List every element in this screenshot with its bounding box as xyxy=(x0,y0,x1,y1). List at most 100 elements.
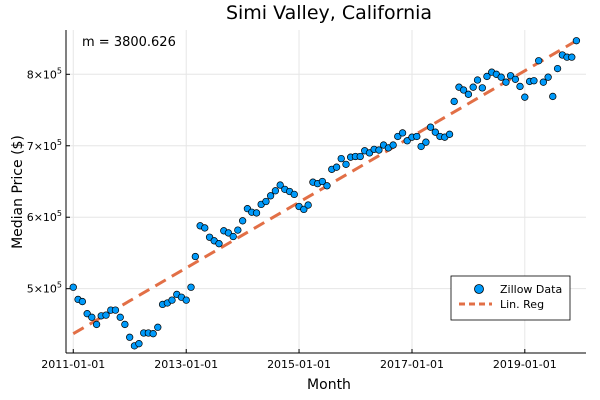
data-point xyxy=(332,163,341,171)
x-axis-label: Month xyxy=(307,377,351,393)
y-tick-times-ten: ×10 xyxy=(34,283,57,296)
y-tick-mantissa: 6 xyxy=(27,211,34,224)
data-point xyxy=(111,306,120,314)
y-tick-exponent: 5 xyxy=(57,281,62,290)
data-point xyxy=(502,78,510,86)
data-point xyxy=(403,137,411,145)
data-point xyxy=(121,320,129,329)
x-tick-label: 2011-01-01 xyxy=(41,358,105,371)
data-point xyxy=(568,53,576,61)
y-tick-exponent: 5 xyxy=(57,138,62,147)
data-point xyxy=(375,146,383,154)
data-point xyxy=(182,296,190,304)
data-point xyxy=(572,37,581,45)
data-point xyxy=(201,224,209,232)
data-point xyxy=(530,77,538,85)
legend-box xyxy=(450,275,571,321)
data-point xyxy=(535,57,543,65)
y-tick-times-ten: ×10 xyxy=(34,140,57,153)
data-point xyxy=(215,240,223,248)
data-point xyxy=(229,232,237,241)
data-point xyxy=(445,130,454,138)
y-axis-label: Median Price ($) xyxy=(10,135,26,249)
data-point xyxy=(426,123,435,131)
data-point xyxy=(413,132,421,141)
x-tick-label: 2019-01-01 xyxy=(493,358,557,371)
data-point xyxy=(549,92,557,101)
data-point xyxy=(154,323,162,331)
data-point xyxy=(187,283,195,291)
data-point xyxy=(389,141,397,149)
data-point xyxy=(398,129,407,137)
y-tick-label: 5×105 xyxy=(27,281,62,296)
legend-label-zillow-data: Zillow Data xyxy=(500,283,562,296)
data-point xyxy=(149,330,157,338)
data-point xyxy=(78,297,87,306)
data-point xyxy=(238,217,247,225)
data-point xyxy=(422,138,430,146)
y-tick-label: 6×105 xyxy=(27,209,62,224)
data-point xyxy=(300,205,308,214)
data-point xyxy=(356,152,364,161)
data-point xyxy=(544,73,552,81)
data-point xyxy=(459,86,468,94)
y-tick-mantissa: 8 xyxy=(27,68,34,81)
data-point xyxy=(431,128,439,136)
data-point xyxy=(483,72,491,81)
data-point xyxy=(234,226,242,234)
axes xyxy=(65,30,586,354)
y-tick-label: 7×105 xyxy=(27,138,62,153)
data-point xyxy=(539,78,547,86)
data-point xyxy=(516,82,524,91)
data-point xyxy=(506,72,515,80)
y-tick-label: 8×105 xyxy=(27,66,62,81)
data-point xyxy=(464,90,473,98)
data-point xyxy=(394,132,402,141)
data-point xyxy=(290,190,298,199)
data-point xyxy=(469,83,477,91)
data-point xyxy=(511,75,520,83)
x-tick-label: 2013-01-01 xyxy=(154,358,218,371)
slope-annotation: m = 3800.626 xyxy=(82,35,176,50)
data-point xyxy=(342,160,350,168)
data-point xyxy=(88,313,96,321)
x-tick-label: 2017-01-01 xyxy=(380,358,444,371)
data-point xyxy=(497,73,505,81)
y-tick-times-ten: ×10 xyxy=(34,68,57,81)
data-point xyxy=(521,93,529,101)
y-tick-exponent: 5 xyxy=(57,66,62,75)
y-tick-exponent: 5 xyxy=(57,209,62,218)
data-point xyxy=(224,229,233,237)
chart-title: Simi Valley, California xyxy=(226,2,432,24)
data-point xyxy=(553,64,562,73)
data-point xyxy=(318,177,327,186)
data-point xyxy=(304,201,312,209)
y-tick-mantissa: 5 xyxy=(27,283,34,296)
data-point xyxy=(102,311,110,319)
data-point xyxy=(417,142,425,151)
legend-label-lin-reg: Lin. Reg xyxy=(500,298,544,311)
data-points xyxy=(69,37,581,350)
data-point xyxy=(135,340,143,348)
data-point xyxy=(323,182,331,190)
y-tick-times-ten: ×10 xyxy=(34,211,57,224)
data-point xyxy=(191,252,199,261)
data-point xyxy=(168,296,176,304)
data-point xyxy=(266,192,275,200)
data-point xyxy=(69,283,77,291)
data-point xyxy=(252,209,261,217)
data-point xyxy=(450,97,458,106)
data-point xyxy=(126,333,134,341)
data-point xyxy=(262,197,270,206)
legend: Zillow Data Lin. Reg xyxy=(450,275,571,321)
data-point xyxy=(116,313,124,321)
legend-marker-zillow-data xyxy=(474,284,484,294)
x-tick-label: 2015-01-01 xyxy=(267,358,331,371)
data-point xyxy=(271,187,280,195)
data-point xyxy=(478,84,486,92)
data-point xyxy=(337,154,345,163)
data-point xyxy=(92,320,101,329)
